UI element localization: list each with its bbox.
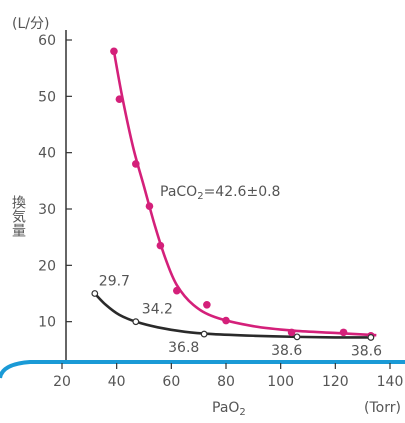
x-tick-label: 120 (322, 374, 349, 390)
data-point-low (132, 318, 140, 326)
y-axis-label: 換気量 (10, 195, 26, 237)
x-unit-label: (Torr) (364, 400, 401, 416)
data-point-low (200, 330, 208, 338)
paco2-value-label: 38.6 (271, 343, 302, 359)
data-point-high (173, 286, 181, 295)
paco2-value-label: 38.6 (351, 343, 382, 359)
data-point-high (287, 328, 296, 337)
x-tick-label: 60 (162, 374, 180, 390)
data-point-high (339, 328, 348, 337)
data-point-high (145, 202, 154, 210)
x-tick-label: 80 (217, 374, 235, 390)
paco2-value-label: 36.8 (168, 340, 199, 356)
y-tick-label: 30 (38, 202, 56, 218)
paco2-annotation: PaCO2=42.6±0.8 (160, 184, 280, 202)
y-tick-label: 60 (38, 33, 56, 49)
axes (0, 30, 405, 379)
data-point-low (91, 290, 99, 297)
data-point-high (156, 241, 165, 250)
y-tick-label: 10 (38, 315, 56, 331)
x-axis-line (0, 360, 405, 379)
data-point-low (367, 334, 375, 341)
y-tick-label: 50 (38, 89, 56, 105)
x-tick-label: 140 (377, 374, 404, 390)
data-points (91, 47, 375, 341)
curve-low-paco2 (93, 292, 371, 339)
paco2-value-label: 34.2 (142, 302, 173, 318)
x-axis-label: PaO2 (212, 400, 246, 418)
x-tick-label: 100 (267, 374, 294, 390)
tick-labels: 10 20 30 40 50 60 20 40 60 80 100 120 140 (38, 33, 403, 390)
y-unit-label: (L/分) (12, 16, 49, 32)
data-point-high (110, 47, 118, 56)
x-tick-label: 40 (108, 374, 126, 390)
paco2-value-label: 29.7 (99, 274, 130, 290)
data-point-high (115, 95, 124, 103)
data-point-high (203, 300, 211, 309)
data-point-low (293, 333, 301, 341)
x-tick-label: 20 (53, 374, 71, 390)
y-tick-label: 40 (38, 146, 56, 162)
data-point-high (222, 316, 230, 325)
data-point-high (132, 160, 140, 168)
point-labels: 29.7 34.2 36.8 38.6 38.6 (99, 274, 382, 360)
y-tick-label: 20 (38, 258, 56, 274)
